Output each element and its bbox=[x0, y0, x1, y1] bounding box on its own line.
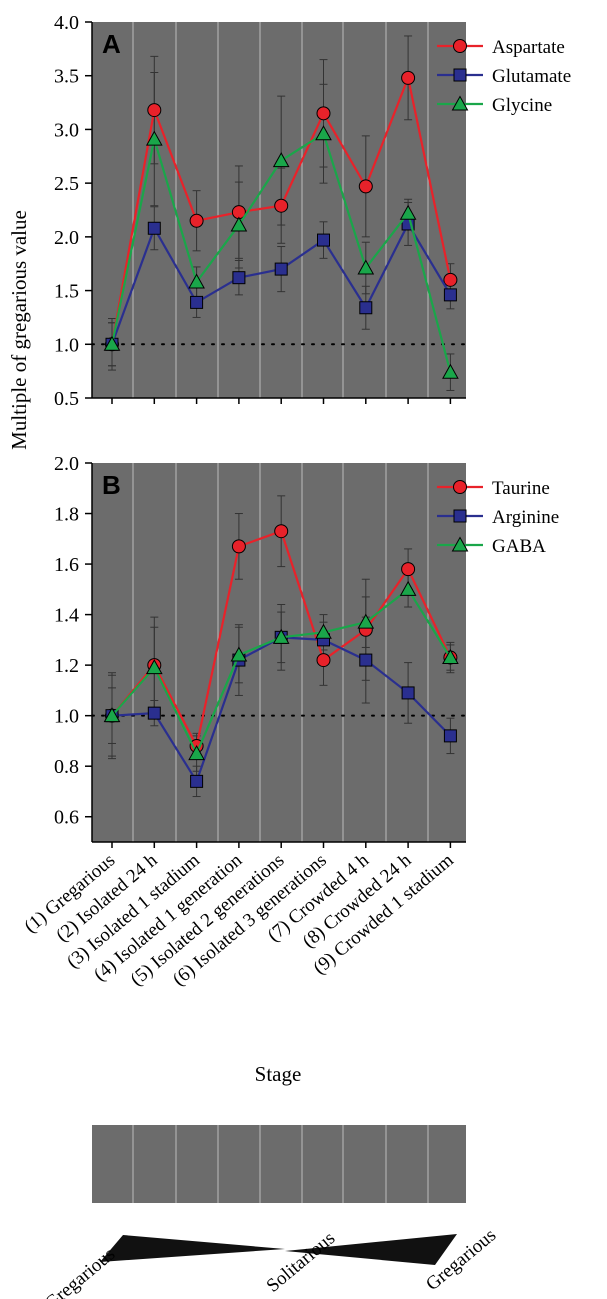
data-point-arginine bbox=[359, 653, 373, 667]
data-point-gaba bbox=[272, 628, 290, 644]
data-point-gaba bbox=[230, 646, 248, 662]
data-point-glutamate bbox=[443, 288, 457, 302]
data-point-glycine bbox=[442, 363, 459, 379]
data-point-glycine bbox=[357, 259, 375, 275]
panel-b: 0.6 0.8 1.0 1.2 1.4 1.6 1.8 2.0 B Taurine Arginine… bbox=[54, 453, 559, 848]
y-tick-label: 0.8 bbox=[54, 756, 79, 778]
legend-marker-arginine bbox=[453, 509, 467, 523]
stage-labels: (1) Gregarious(2) Isolated 24 h(3) Isola… bbox=[20, 849, 457, 990]
gregarious-to-solitarious-wedge bbox=[100, 1235, 285, 1262]
solitarious-to-gregarious-wedge bbox=[285, 1234, 457, 1265]
data-point-gaba bbox=[315, 623, 332, 639]
data-point-gaba bbox=[442, 649, 459, 665]
y-tick-label: 0.6 bbox=[54, 807, 79, 829]
data-point-taurine bbox=[316, 653, 331, 668]
data-point-taurine bbox=[274, 524, 289, 539]
data-point-glycine bbox=[145, 130, 163, 146]
legend-label-taurine: Taurine bbox=[492, 478, 550, 499]
legend-marker-glutamate bbox=[453, 68, 467, 82]
data-point-aspartate bbox=[189, 213, 204, 228]
data-point-glycine bbox=[230, 216, 248, 232]
data-point-glutamate bbox=[359, 301, 373, 315]
panel-letter: A bbox=[102, 29, 121, 59]
legend-label-arginine: Arginine bbox=[492, 507, 559, 528]
data-point-arginine bbox=[401, 686, 415, 700]
data-point-aspartate bbox=[316, 106, 331, 121]
legend-marker-gaba bbox=[451, 536, 469, 552]
y-tick-label: 1.0 bbox=[54, 334, 79, 356]
plot-background bbox=[92, 463, 466, 842]
data-point-glutamate bbox=[274, 262, 288, 276]
panel-letter: B bbox=[102, 470, 121, 500]
data-point-aspartate bbox=[274, 198, 289, 213]
data-point-aspartate bbox=[358, 179, 373, 194]
data-point-glycine bbox=[188, 273, 205, 289]
scale-label-gregarious-left: Gregarious bbox=[41, 1244, 119, 1299]
y-tick-label: 2.0 bbox=[54, 453, 79, 475]
data-point-gaba bbox=[357, 613, 375, 629]
legend-label-aspartate: Aspartate bbox=[492, 37, 565, 58]
legend-marker-aspartate bbox=[453, 39, 467, 53]
legend-label-glutamate: Glutamate bbox=[492, 66, 571, 87]
legend-label-gaba: GABA bbox=[492, 536, 546, 557]
y-axis-title: Multiple of gregarious value bbox=[7, 210, 31, 450]
data-point-glycine bbox=[103, 335, 121, 351]
legend-marker-glycine bbox=[451, 95, 469, 111]
data-point-glycine bbox=[315, 125, 332, 141]
y-tick-label: 0.5 bbox=[54, 388, 79, 410]
data-point-taurine bbox=[401, 562, 416, 577]
data-point-taurine bbox=[231, 539, 246, 554]
data-point-aspartate bbox=[443, 272, 458, 287]
data-point-gaba bbox=[399, 580, 417, 596]
y-tick-label: 1.5 bbox=[54, 281, 79, 303]
data-point-arginine bbox=[443, 729, 457, 743]
data-point-glycine bbox=[272, 152, 290, 168]
data-point-arginine bbox=[190, 774, 204, 788]
data-point-gaba bbox=[188, 745, 205, 761]
scale-bar-background bbox=[92, 1125, 466, 1203]
y-tick-label: 1.6 bbox=[54, 554, 79, 576]
scale-label-solitarious: Solitarious bbox=[263, 1228, 340, 1297]
data-point-aspartate bbox=[147, 103, 162, 118]
y-tick-label: 3.5 bbox=[54, 66, 79, 88]
y-tick-label: 1.2 bbox=[54, 655, 79, 677]
y-tick-label: 2.5 bbox=[54, 173, 79, 195]
data-point-glycine bbox=[399, 204, 417, 220]
y-tick-label: 1.8 bbox=[54, 504, 79, 526]
x-axis-title: Stage bbox=[255, 1062, 302, 1086]
data-point-gaba bbox=[145, 659, 163, 675]
y-tick-label: 3.0 bbox=[54, 119, 79, 141]
data-point-aspartate bbox=[401, 70, 416, 85]
y-tick-label: 1.4 bbox=[54, 605, 79, 627]
legend-marker-taurine bbox=[453, 480, 467, 494]
data-point-glutamate bbox=[190, 295, 204, 309]
y-tick-label: 2.0 bbox=[54, 227, 79, 249]
legend-label-glycine: Glycine bbox=[492, 95, 552, 116]
data-point-arginine bbox=[147, 706, 161, 720]
panel-a: 0.5 1.0 1.5 2.0 2.5 3.0 3.5 4.0 A Aspartate Glutam… bbox=[54, 12, 571, 410]
gradient-scale-bar: Gregarious Solitarious Gregarious bbox=[41, 1125, 500, 1299]
data-point-glutamate bbox=[317, 233, 330, 247]
data-point-gaba bbox=[103, 707, 121, 723]
y-tick-label: 1.0 bbox=[54, 706, 79, 728]
y-tick-label: 4.0 bbox=[54, 12, 79, 34]
data-point-glutamate bbox=[147, 221, 161, 235]
data-point-glutamate bbox=[232, 271, 246, 285]
